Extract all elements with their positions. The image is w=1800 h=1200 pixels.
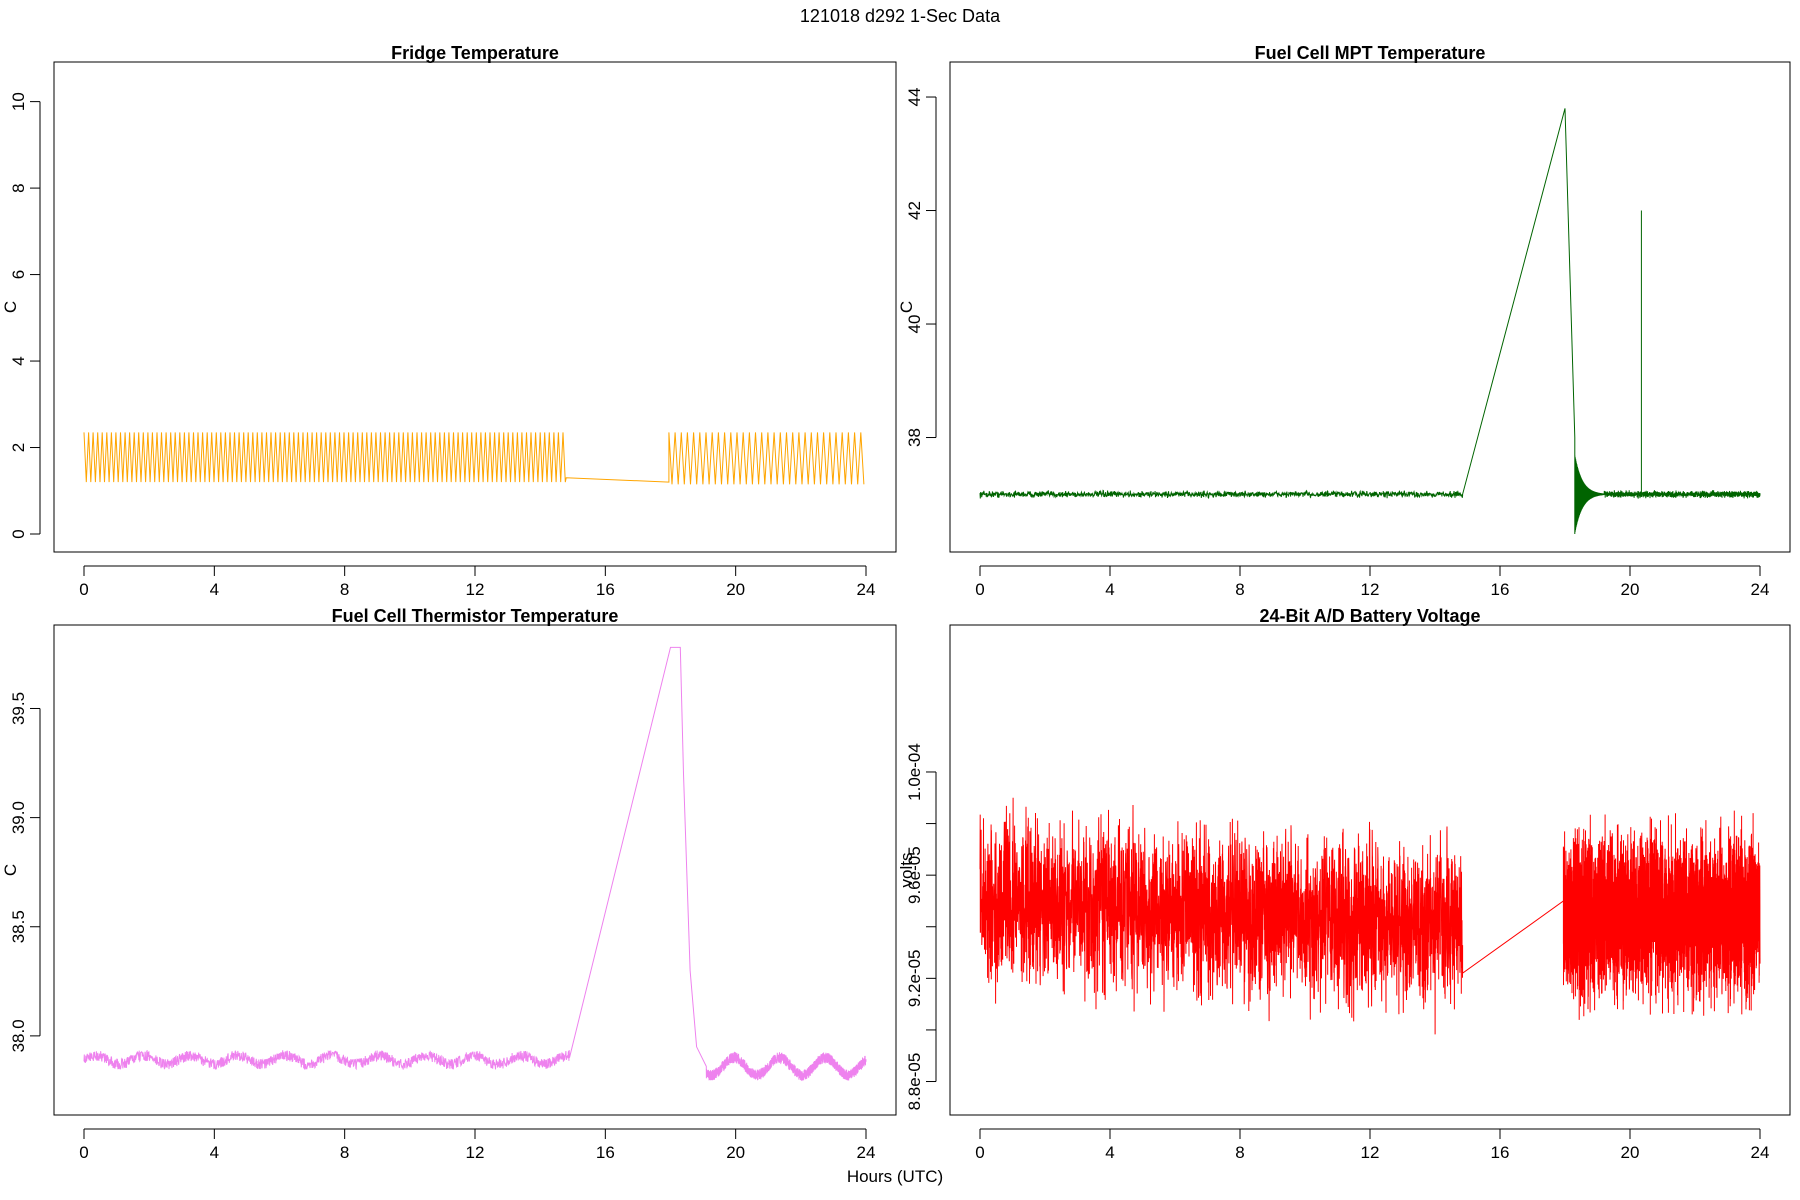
figure-xlabel: Hours (UTC) (847, 1167, 943, 1186)
x-tick-label: 4 (210, 580, 219, 599)
series-line-1 (979, 797, 1761, 1035)
chart-panel-4: 24-Bit A/D Battery Voltage 0 4 8 12 16 20 24 8.8… (897, 606, 1791, 1162)
x-tick-label: 16 (596, 580, 615, 599)
y-tick-label: 8 (9, 183, 28, 192)
chart-title: Fuel Cell Thermistor Temperature (332, 606, 619, 626)
x-tick-label: 12 (466, 1143, 485, 1162)
y-axis-label: C (1, 864, 20, 876)
x-tick-label: 8 (1235, 580, 1244, 599)
x-tick-label: 24 (857, 1143, 876, 1162)
plot-frame (949, 624, 1791, 1116)
x-tick-label: 16 (1491, 1143, 1510, 1162)
plot-frame (53, 624, 897, 1116)
y-tick-label: 9.2e-05 (905, 950, 924, 1008)
y-tick-label: 0 (9, 529, 28, 538)
chart-title: Fridge Temperature (391, 43, 559, 63)
y-tick-label: 39.5 (9, 692, 28, 725)
x-tick-label: 12 (1361, 1143, 1380, 1162)
y-tick-label: 4 (9, 356, 28, 365)
x-tick-label: 20 (1621, 580, 1640, 599)
y-axis-label: C (897, 301, 916, 313)
x-tick-label: 0 (975, 580, 984, 599)
series-line-1 (83, 432, 865, 485)
y-tick-label: 38.5 (9, 910, 28, 943)
chart-title: 24-Bit A/D Battery Voltage (1259, 606, 1480, 626)
y-tick-label: 38.0 (9, 1019, 28, 1052)
x-tick-label: 8 (340, 580, 349, 599)
figure-title: 121018 d292 1-Sec Data (800, 6, 1001, 26)
y-tick-label: 8.8e-05 (905, 1053, 924, 1111)
x-tick-label: 12 (1361, 580, 1380, 599)
plot-frame (949, 61, 1791, 553)
chart-panel-3: Fuel Cell Thermistor Temperature 0 4 8 12 16 2… (1, 606, 897, 1162)
y-tick-label: 44 (905, 88, 924, 107)
y-tick-label: 10 (9, 92, 28, 111)
x-tick-label: 8 (1235, 1143, 1244, 1162)
y-tick-label: 39.0 (9, 801, 28, 834)
chart-title: Fuel Cell MPT Temperature (1255, 43, 1486, 63)
x-tick-label: 4 (1105, 1143, 1114, 1162)
y-tick-label: 9.6e-05 (905, 846, 924, 904)
y-tick-label: 2 (9, 443, 28, 452)
x-tick-label: 4 (210, 1143, 219, 1162)
y-tick-label: 6 (9, 270, 28, 279)
x-tick-label: 0 (79, 580, 88, 599)
x-tick-label: 16 (596, 1143, 615, 1162)
y-tick-label: 1.0e-04 (905, 743, 924, 801)
y-tick-label: 40 (905, 315, 924, 334)
x-tick-label: 20 (726, 580, 745, 599)
x-tick-label: 4 (1105, 580, 1114, 599)
x-tick-label: 24 (1751, 580, 1770, 599)
x-tick-label: 24 (857, 580, 876, 599)
x-tick-label: 16 (1491, 580, 1510, 599)
chart-panel-2: Fuel Cell MPT Temperature 0 4 8 12 16 20 24 38 40… (897, 43, 1791, 599)
x-tick-label: 12 (466, 580, 485, 599)
x-tick-label: 0 (79, 1143, 88, 1162)
x-tick-label: 8 (340, 1143, 349, 1162)
y-tick-label: 38 (905, 428, 924, 447)
plot-frame (53, 61, 897, 553)
series-line-1 (979, 108, 1761, 535)
x-tick-label: 20 (726, 1143, 745, 1162)
y-axis-label: C (1, 301, 20, 313)
x-tick-label: 24 (1751, 1143, 1770, 1162)
y-axis-label: volts (897, 853, 916, 888)
x-tick-label: 0 (975, 1143, 984, 1162)
x-tick-label: 20 (1621, 1143, 1640, 1162)
series-line-1 (83, 646, 867, 1082)
y-tick-label: 42 (905, 201, 924, 220)
